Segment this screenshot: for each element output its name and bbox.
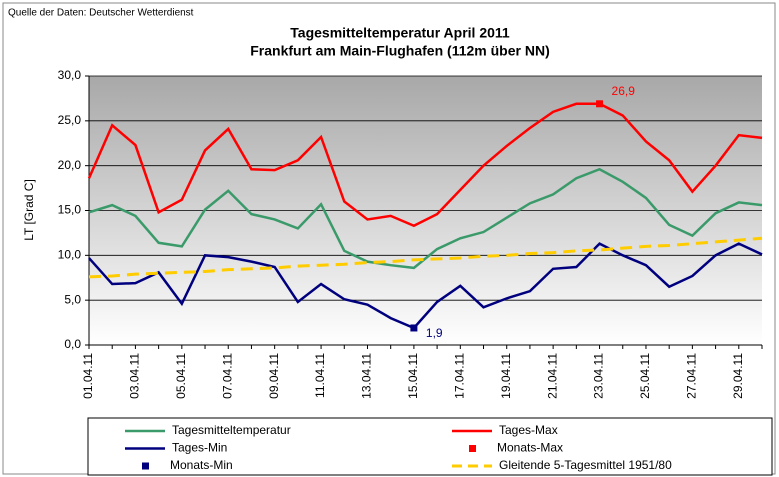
chart-subtitle: Frankfurt am Main-Flughafen (112m über N… (250, 43, 549, 59)
x-tick-label: 09.04.11 (267, 353, 281, 399)
y-tick-label: 20,0 (58, 158, 82, 172)
y-tick-label: 0,0 (64, 337, 81, 351)
value-label: 1,9 (426, 326, 443, 340)
x-tick-label: 27.04.11 (685, 353, 699, 399)
legend-label: Gleitende 5-Tagesmittel 1951/80 (499, 458, 672, 472)
legend (87, 417, 773, 476)
series-line (87, 102, 763, 228)
value-label: 26,9 (612, 84, 636, 98)
y-axis-label: LT [Grad C] (22, 179, 36, 241)
series-line (88, 167, 763, 270)
x-tick-label: 13.04.11 (360, 353, 374, 399)
chart-title: Tagesmitteltemperatur April 2011 (290, 25, 510, 41)
legend-label: Monats-Max (497, 441, 563, 455)
x-tick-label: 29.04.11 (731, 353, 745, 399)
x-tick-label: 03.04.11 (128, 353, 142, 399)
legend-label: Tages-Max (499, 423, 558, 437)
y-tick-label: 5,0 (64, 292, 81, 306)
legend-label: Tages-Min (172, 441, 227, 455)
y-tick-label: 25,0 (58, 113, 82, 127)
x-tick-label: 11.04.11 (313, 353, 327, 398)
legend-label: Tagesmitteltemperatur (172, 423, 291, 437)
x-tick-label: 05.04.11 (174, 353, 188, 399)
y-tick-label: 30,0 (58, 68, 82, 82)
extreme-marker (596, 100, 604, 108)
legend-swatch (142, 462, 149, 470)
x-tick-label: 23.04.11 (592, 353, 606, 399)
x-tick-label: 07.04.11 (220, 353, 234, 399)
trend-line (88, 236, 763, 279)
x-tick-label: 15.04.11 (406, 353, 420, 399)
x-tick-label: 17.04.11 (452, 353, 466, 399)
x-tick-label: 01.04.11 (81, 353, 95, 399)
legend-label: Monats-Min (170, 458, 233, 472)
x-tick-label: 25.04.11 (638, 353, 652, 399)
series-line (88, 242, 763, 330)
y-tick-label: 15,0 (58, 203, 82, 217)
x-tick-label: 21.04.11 (545, 353, 559, 399)
x-tick-label: 19.04.11 (499, 353, 513, 399)
y-tick-label: 10,0 (58, 248, 82, 262)
legend-swatch (469, 445, 476, 452)
source: Quelle der Daten: Deutscher Wetterdienst (8, 8, 194, 19)
extreme-marker (410, 324, 418, 332)
